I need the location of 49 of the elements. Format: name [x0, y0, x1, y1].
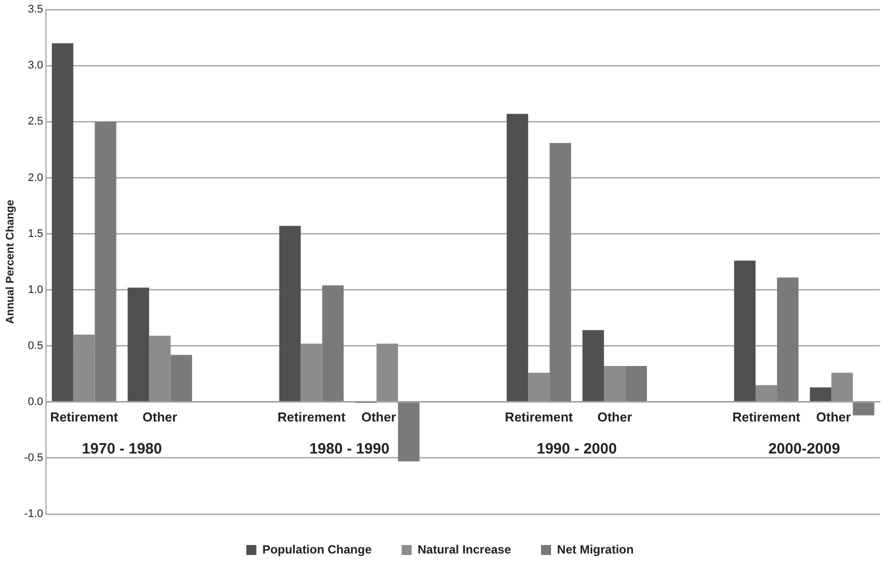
bar [398, 402, 420, 462]
y-tick-label: 0.0 [28, 396, 44, 408]
bar [734, 260, 756, 402]
bar [625, 366, 647, 402]
legend-label: Population Change [262, 542, 372, 556]
bar [94, 122, 116, 402]
y-tick-label: 3.0 [28, 60, 44, 72]
x-tick-label: Other [816, 409, 851, 424]
bar [604, 366, 626, 402]
bar [506, 114, 528, 402]
y-tick-label: -1.0 [24, 508, 44, 520]
bar [376, 344, 398, 402]
bar [73, 334, 95, 402]
y-tick-label: 2.0 [28, 172, 44, 184]
annotation: 1970 - 1980 [82, 440, 162, 458]
y-tick-label: 1.5 [28, 228, 44, 240]
bar [777, 277, 799, 402]
x-tick-label: Retirement [278, 409, 346, 424]
y-tick-label: 3.5 [28, 4, 44, 16]
bar [528, 372, 550, 402]
legend-label: Natural Increase [418, 542, 512, 556]
y-tick-label: -0.5 [24, 452, 44, 464]
x-tick-label: Other [361, 409, 396, 424]
bar [149, 336, 171, 402]
bar [810, 387, 832, 402]
bar [322, 285, 344, 402]
y-tick-label: 2.5 [28, 116, 44, 128]
bar [756, 385, 778, 402]
y-axis-title: Annual Percent Change [4, 200, 17, 324]
x-tick-label: Other [597, 409, 632, 424]
x-tick-label: Retirement [732, 409, 801, 424]
annotation: 2000-2009 [768, 440, 840, 458]
legend-label: Net Migration [557, 542, 634, 556]
bar [170, 354, 192, 402]
bar [550, 142, 572, 402]
y-tick-label: 0.5 [28, 340, 44, 352]
x-tick-label: Retirement [504, 409, 574, 424]
bar [52, 43, 74, 402]
annotation: 1980 - 1990 [309, 440, 390, 458]
x-tick-label: Other [142, 409, 178, 424]
bar [582, 330, 604, 402]
bar [852, 402, 874, 416]
bar [279, 226, 301, 402]
bar [300, 344, 322, 402]
x-tick-label: Retirement [50, 409, 119, 424]
bar [831, 372, 853, 402]
y-tick-label: 1.0 [28, 284, 44, 296]
annotation: 1990 - 2000 [536, 440, 617, 458]
bar [128, 288, 150, 402]
